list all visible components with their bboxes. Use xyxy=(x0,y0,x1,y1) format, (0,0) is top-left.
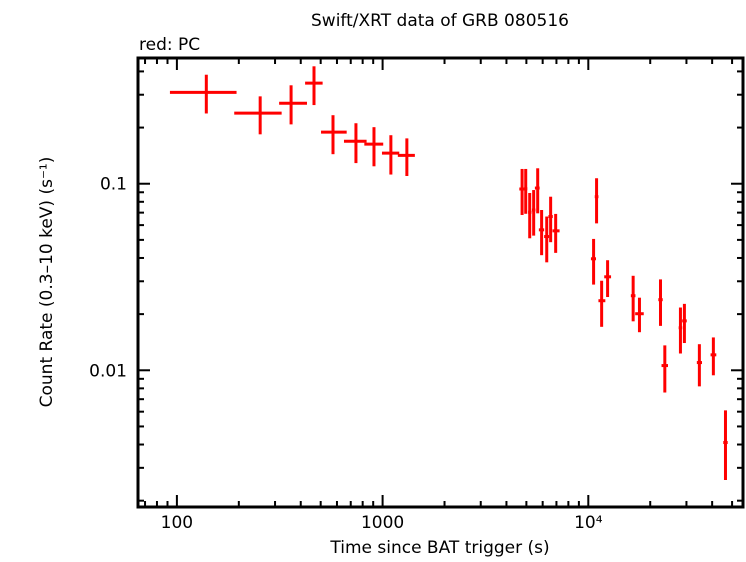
plot-frame xyxy=(136,56,745,509)
data-point xyxy=(524,168,528,214)
data-point xyxy=(604,260,612,298)
chart-title: Swift/XRT data of GRB 080516 xyxy=(311,11,569,31)
data-point xyxy=(279,85,307,125)
y-axis-label: Count Rate (0.3–10 keV) (s⁻¹) xyxy=(37,157,57,408)
y-tick-label: 0.01 xyxy=(89,361,127,381)
data-point xyxy=(343,123,367,164)
data-point xyxy=(544,216,550,263)
data-point xyxy=(528,192,532,239)
data-point xyxy=(723,410,728,481)
x-tick-label: 100 xyxy=(161,513,193,533)
data-point xyxy=(590,238,597,285)
data-point xyxy=(321,115,347,155)
data-point xyxy=(710,337,717,376)
x-tick-label: 1000 xyxy=(361,513,404,533)
data-point xyxy=(519,168,525,215)
data-point xyxy=(594,178,599,224)
data-point xyxy=(661,345,668,393)
data-point xyxy=(234,96,282,135)
data-point xyxy=(169,74,237,114)
x-tick-label: 10⁴ xyxy=(574,513,603,533)
data-point xyxy=(682,303,687,344)
data-point xyxy=(397,138,415,177)
chart-subtitle: red: PC xyxy=(139,35,200,55)
data-point xyxy=(630,275,636,322)
x-axis-label: Time since BAT trigger (s) xyxy=(329,538,549,558)
data-point xyxy=(678,307,683,354)
data-point xyxy=(552,213,560,253)
data-point xyxy=(635,297,644,333)
data-point xyxy=(548,196,553,243)
data-point xyxy=(364,127,384,167)
data-point xyxy=(598,280,606,327)
data-point xyxy=(696,344,702,387)
data-point xyxy=(658,279,663,326)
data-point xyxy=(305,66,323,106)
data-point xyxy=(534,168,540,214)
data-point xyxy=(381,135,400,175)
data-point xyxy=(538,210,545,256)
data-point xyxy=(531,190,536,236)
y-tick-label: 0.1 xyxy=(100,175,127,195)
